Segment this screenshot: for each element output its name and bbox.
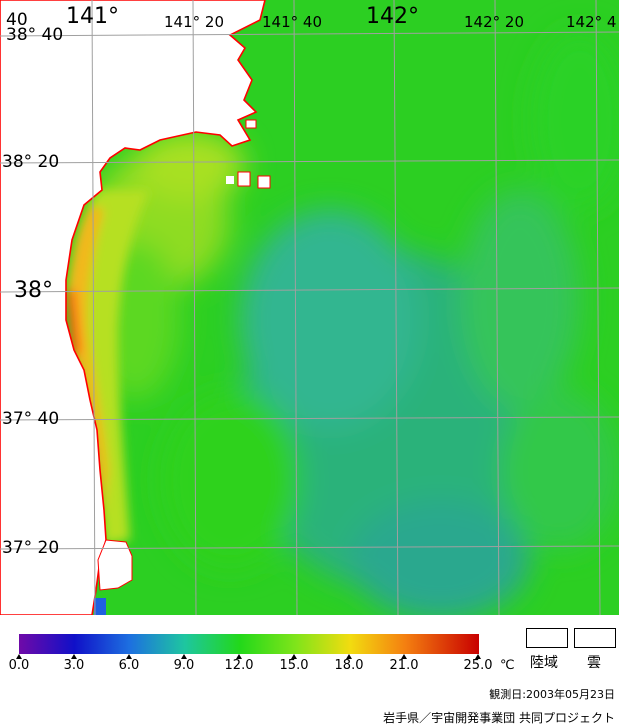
land-swatch	[526, 628, 568, 648]
temperature-colorbar	[16, 634, 481, 659]
cloud-patch-south	[97, 539, 133, 591]
tick-label: 6.0	[118, 658, 140, 673]
cloud-swatch	[574, 628, 616, 648]
credit-text: 岩手県／宇宙開発事業団 共同プロジェクト	[383, 711, 615, 725]
colorbar-tick-labels: 0.0 3.0 6.0 9.0 12.0 15.0 18.0 21.0 25.0	[0, 658, 619, 678]
lon-label-141: 141°	[66, 4, 119, 29]
lon-label-141-20: 141° 20	[164, 13, 224, 31]
tick-label: 9.0	[173, 658, 195, 673]
colorbar-gradient	[19, 634, 479, 654]
lat-label-37-40: 37° 40	[2, 409, 60, 429]
tick-label: 18.0	[334, 658, 364, 673]
colorbar-ticks	[16, 654, 481, 659]
graticule	[0, 0, 619, 615]
lon-label-141-40: 141° 40	[262, 13, 322, 31]
cold-spot	[94, 598, 106, 615]
lat-label-38-20: 38° 20	[2, 152, 60, 172]
colorbar-unit: ℃	[500, 658, 515, 673]
corner-label: 40	[6, 10, 28, 30]
sst-map	[0, 0, 619, 615]
lon-label-142-20: 142° 20	[464, 13, 524, 31]
tick-label: 15.0	[279, 658, 309, 673]
tick-label: 0.0	[8, 658, 30, 673]
lon-label-142-40: 142° 4	[566, 13, 617, 31]
cloud-legend-label: 雲	[587, 655, 601, 671]
land-mass	[0, 0, 266, 615]
lat-label-37-20: 37° 20	[2, 538, 60, 558]
lat-label-38-40: 38° 40	[6, 25, 64, 45]
lon-label-142: 142°	[366, 4, 419, 29]
cloud-patches	[226, 119, 271, 189]
observation-date: 観測日:2003年05月23日	[489, 688, 615, 701]
tick-label: 12.0	[224, 658, 254, 673]
tick-label: 21.0	[389, 658, 419, 673]
land-legend-label: 陸域	[530, 655, 558, 671]
tick-label: 25.0	[463, 658, 493, 673]
tick-label: 3.0	[63, 658, 85, 673]
lat-label-38: 38°	[14, 278, 53, 303]
